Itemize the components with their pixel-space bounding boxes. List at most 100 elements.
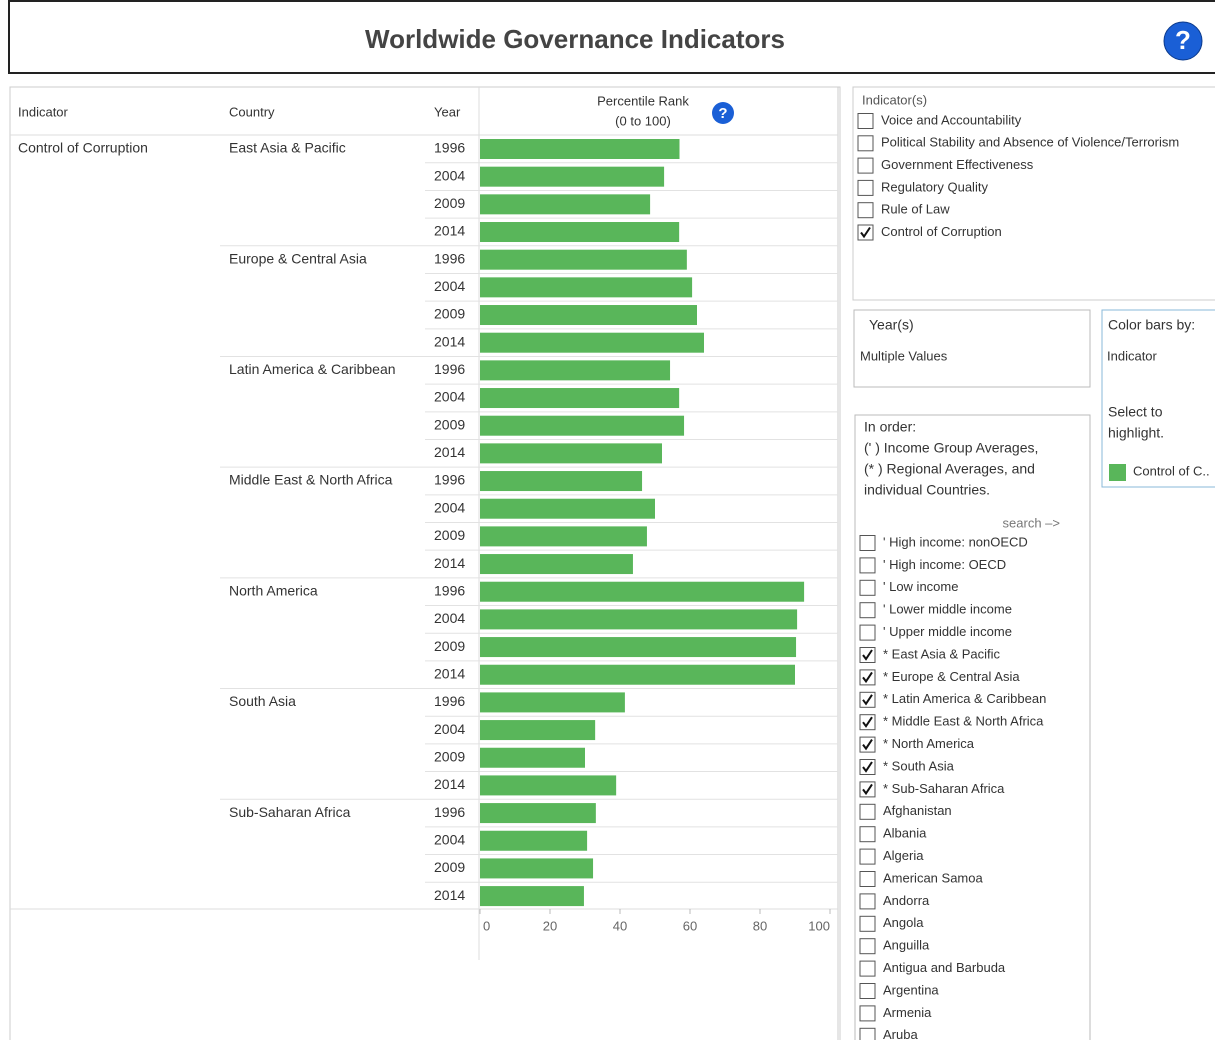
filter-item[interactable]: * Sub-Saharan Africa	[883, 781, 1005, 796]
filter-item[interactable]: Andorra	[883, 893, 930, 908]
filter-item[interactable]: Regulatory Quality	[881, 179, 988, 194]
filter-item[interactable]: * North America	[883, 736, 975, 751]
country-label: Europe & Central Asia	[229, 250, 367, 266]
bar[interactable]	[480, 249, 687, 270]
year-label: 2009	[434, 416, 465, 432]
checkbox[interactable]	[859, 960, 876, 977]
help-icon[interactable]	[712, 102, 734, 124]
bar[interactable]	[480, 139, 680, 159]
bar[interactable]	[480, 775, 617, 796]
filter-item[interactable]: * Middle East & North Africa	[883, 714, 1044, 729]
year-label: 2014	[434, 887, 465, 903]
bar[interactable]	[480, 194, 651, 215]
checkbox[interactable]	[859, 803, 876, 820]
bar[interactable]	[480, 637, 797, 658]
filter-item[interactable]: Anguilla	[883, 938, 930, 953]
bar[interactable]	[480, 830, 588, 851]
checkbox[interactable]	[859, 848, 876, 865]
filter-item[interactable]: Algeria	[883, 848, 924, 863]
checkbox[interactable]	[859, 826, 876, 843]
bar[interactable]	[480, 803, 596, 824]
bar[interactable]	[480, 415, 685, 436]
year-label: 2009	[434, 527, 465, 543]
title: Worldwide Governance Indicators	[365, 24, 785, 54]
filter-item[interactable]: Government Effectiveness	[881, 157, 1034, 172]
bar[interactable]	[480, 305, 697, 326]
filter-item[interactable]: ' Low income	[883, 579, 958, 594]
checkbox[interactable]	[859, 602, 876, 619]
filter-item[interactable]: Afghanistan	[883, 803, 952, 818]
bar[interactable]	[480, 858, 594, 879]
filter-item[interactable]: ' High income: OECD	[883, 557, 1006, 572]
bar[interactable]	[480, 664, 795, 685]
help-icon-glyph[interactable]: ?	[718, 105, 727, 122]
filter-item[interactable]: ' High income: nonOECD	[883, 534, 1028, 549]
filter-value[interactable]: Multiple Values	[860, 348, 948, 363]
checkbox[interactable]	[859, 938, 876, 955]
filter-item[interactable]: Rule of Law	[881, 202, 950, 217]
checkbox[interactable]	[859, 557, 876, 574]
checkbox[interactable]	[859, 1027, 876, 1040]
column-header: Country	[229, 104, 275, 119]
checkbox[interactable]	[859, 1005, 876, 1022]
checkbox[interactable]	[857, 202, 874, 219]
search-link[interactable]: search –>	[1003, 515, 1060, 530]
checkbox[interactable]	[857, 135, 874, 152]
legend-swatch[interactable]	[1109, 464, 1126, 481]
checkbox[interactable]	[857, 113, 874, 129]
legend-field: Indicator	[1107, 348, 1158, 363]
bar[interactable]	[480, 498, 655, 519]
bar[interactable]	[480, 526, 647, 547]
checkbox[interactable]	[857, 157, 874, 174]
filter-item[interactable]: ' Lower middle income	[883, 602, 1012, 617]
indicator-label: Control of Corruption	[18, 140, 148, 156]
bar[interactable]	[480, 471, 643, 492]
checkbox[interactable]	[859, 535, 876, 551]
bar[interactable]	[480, 886, 584, 907]
checkbox[interactable]	[859, 579, 876, 596]
filter-item[interactable]: * Europe & Central Asia	[883, 669, 1020, 684]
filter-item[interactable]: Albania	[883, 826, 927, 841]
help-icon-glyph[interactable]: ?	[1175, 25, 1191, 55]
bar[interactable]	[480, 747, 585, 768]
filter-item[interactable]: * East Asia & Pacific	[883, 646, 1001, 661]
bar[interactable]	[480, 277, 693, 298]
checkbox[interactable]	[859, 624, 876, 641]
filter-item[interactable]: Armenia	[883, 1005, 932, 1020]
bar[interactable]	[480, 360, 671, 381]
bar[interactable]	[480, 581, 805, 602]
country-label: East Asia & Pacific	[229, 140, 346, 156]
filter-item[interactable]: ' Upper middle income	[883, 624, 1012, 639]
bar[interactable]	[480, 388, 680, 409]
year-label: 2014	[434, 776, 465, 792]
filter-item[interactable]: * South Asia	[883, 758, 955, 773]
help-icon[interactable]	[1163, 21, 1203, 61]
checkbox[interactable]	[859, 915, 876, 932]
filter-item[interactable]: Political Stability and Absence of Viole…	[881, 135, 1179, 150]
checkbox[interactable]	[859, 983, 876, 999]
filter-item[interactable]: Voice and Accountability	[881, 112, 1022, 127]
bar[interactable]	[480, 692, 625, 713]
filter-item[interactable]: Angola	[883, 915, 924, 930]
checkbox[interactable]	[859, 893, 876, 910]
year-label: 2014	[434, 444, 465, 460]
filter-item[interactable]: Antigua and Barbuda	[883, 960, 1006, 975]
filter-item[interactable]: Argentina	[883, 982, 939, 997]
filter-item[interactable]: Control of Corruption	[881, 224, 1002, 239]
bar[interactable]	[480, 554, 633, 575]
bar[interactable]	[480, 609, 798, 630]
filter-item[interactable]: American Samoa	[883, 870, 983, 885]
bar[interactable]	[480, 166, 665, 187]
legend-hint: Select to	[1108, 404, 1163, 420]
bar[interactable]	[480, 222, 680, 243]
legend-item[interactable]: Control of C..	[1133, 463, 1210, 478]
year-label: 2014	[434, 555, 465, 571]
bar[interactable]	[480, 443, 662, 464]
checkbox[interactable]	[859, 871, 876, 887]
checkbox[interactable]	[857, 179, 874, 196]
filter-item[interactable]: Aruba	[883, 1027, 918, 1040]
bar[interactable]	[480, 332, 704, 353]
table-panel	[9, 86, 841, 1040]
filter-item[interactable]: * Latin America & Caribbean	[883, 691, 1046, 706]
bar[interactable]	[480, 720, 596, 741]
